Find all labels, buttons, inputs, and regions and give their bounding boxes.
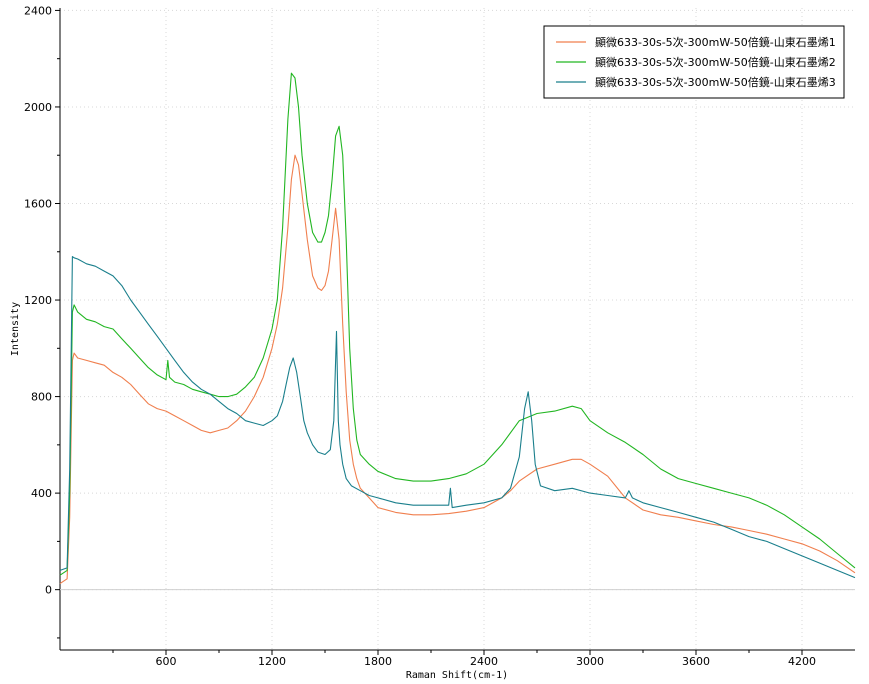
x-tick-label: 600 bbox=[156, 655, 177, 668]
x-tick-label: 3600 bbox=[682, 655, 710, 668]
y-axis-title: Intensity bbox=[10, 302, 21, 356]
y-tick-label: 2000 bbox=[24, 101, 52, 114]
y-tick-label: 400 bbox=[31, 487, 52, 500]
series-line-2 bbox=[59, 72, 856, 576]
grid-lines bbox=[60, 8, 855, 650]
legend-box bbox=[543, 25, 845, 99]
x-tick-label: 4200 bbox=[788, 655, 816, 668]
legend: 顯微633-30s-5次-300mW-50倍鏡-山東石墨烯1 顯微633-30s… bbox=[543, 25, 845, 99]
x-tick-label: 1200 bbox=[258, 655, 286, 668]
series-line-3 bbox=[59, 256, 856, 579]
x-ticks: 600 1200 1800 2400 3000 3600 4200 bbox=[112, 650, 816, 668]
y-ticks: 0 400 800 1200 1600 2000 2400 bbox=[24, 4, 60, 639]
y-tick-label: 0 bbox=[45, 584, 52, 597]
x-tick-label: 2400 bbox=[470, 655, 498, 668]
y-tick-label: 2400 bbox=[24, 4, 52, 17]
legend-label-1: 顯微633-30s-5次-300mW-50倍鏡-山東石墨烯1 bbox=[595, 35, 836, 49]
x-tick-label: 1800 bbox=[364, 655, 392, 668]
series-line-1 bbox=[59, 154, 856, 585]
legend-label-2: 顯微633-30s-5次-300mW-50倍鏡-山東石墨烯2 bbox=[595, 55, 836, 69]
y-tick-label: 800 bbox=[31, 391, 52, 404]
y-tick-label: 1200 bbox=[24, 294, 52, 307]
axes bbox=[59, 8, 855, 651]
y-tick-label: 1600 bbox=[24, 197, 52, 210]
legend-label-3: 顯微633-30s-5次-300mW-50倍鏡-山東石墨烯3 bbox=[595, 75, 836, 89]
plot-area bbox=[59, 72, 856, 585]
x-tick-label: 3000 bbox=[576, 655, 604, 668]
x-axis-title: Raman Shift(cm-1) bbox=[406, 670, 508, 681]
